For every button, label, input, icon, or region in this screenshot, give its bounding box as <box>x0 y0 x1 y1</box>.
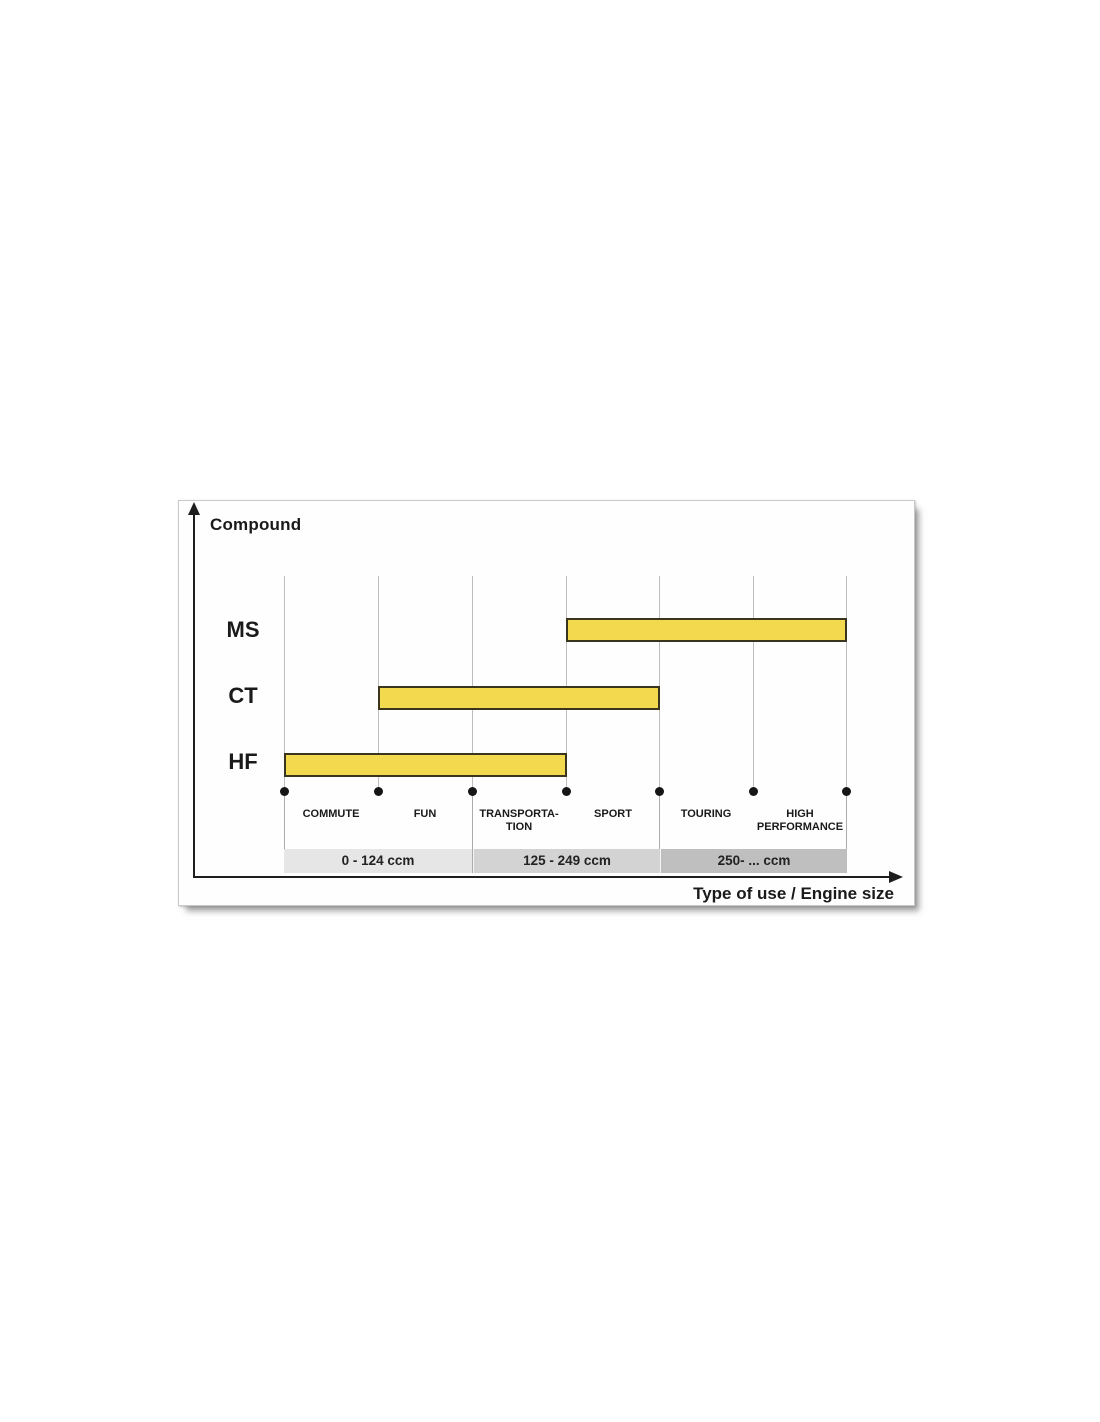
tick-label-sport: SPORT <box>594 808 632 820</box>
x-axis-line <box>193 876 891 878</box>
range-bar-ms <box>566 618 847 642</box>
engine-band-125-249: 125 - 249 ccm <box>473 849 660 873</box>
chart-card: Compound Type of use / Engine size MS CT… <box>178 500 915 906</box>
y-axis-arrow-up-icon <box>188 502 200 515</box>
band-separator <box>846 791 847 873</box>
row-label-ct: CT <box>228 683 258 708</box>
axis-tick-dot <box>655 787 664 796</box>
tick-label-commute: COMMUTE <box>302 808 360 820</box>
engine-band-0-124: 0 - 124 ccm <box>284 849 472 873</box>
tick-label-touring: TOURING <box>680 808 732 820</box>
band-separator <box>659 791 660 873</box>
engine-band-250-plus: 250- ... ccm <box>660 849 847 873</box>
gridline <box>846 576 847 791</box>
gridline <box>753 576 754 791</box>
gridline <box>472 576 473 791</box>
x-axis-arrow-right-icon <box>889 871 903 883</box>
axis-tick-dot <box>468 787 477 796</box>
axis-tick-dot <box>842 787 851 796</box>
row-label-ms: MS <box>226 617 260 642</box>
x-axis-title: Type of use / Engine size <box>693 884 894 903</box>
range-bar-hf <box>284 753 567 777</box>
range-bar-ct <box>378 686 660 710</box>
axis-tick-dot <box>374 787 383 796</box>
axis-tick-dot <box>749 787 758 796</box>
tick-label-high-performance: HIGH PERFORMANCE <box>756 808 844 833</box>
band-separator <box>472 791 473 873</box>
y-axis-title: Compound <box>210 515 302 534</box>
y-axis-line <box>193 513 195 878</box>
axis-tick-dot <box>562 787 571 796</box>
tick-label-transportation: TRANSPORTA-TION <box>479 808 559 833</box>
tick-label-fun: FUN <box>413 808 437 820</box>
row-label-hf: HF <box>228 749 258 774</box>
gridline <box>378 576 379 791</box>
axis-tick-dot <box>280 787 289 796</box>
band-separator <box>284 791 285 873</box>
gridline <box>284 576 285 791</box>
gridline <box>659 576 660 791</box>
gridline <box>566 576 567 791</box>
